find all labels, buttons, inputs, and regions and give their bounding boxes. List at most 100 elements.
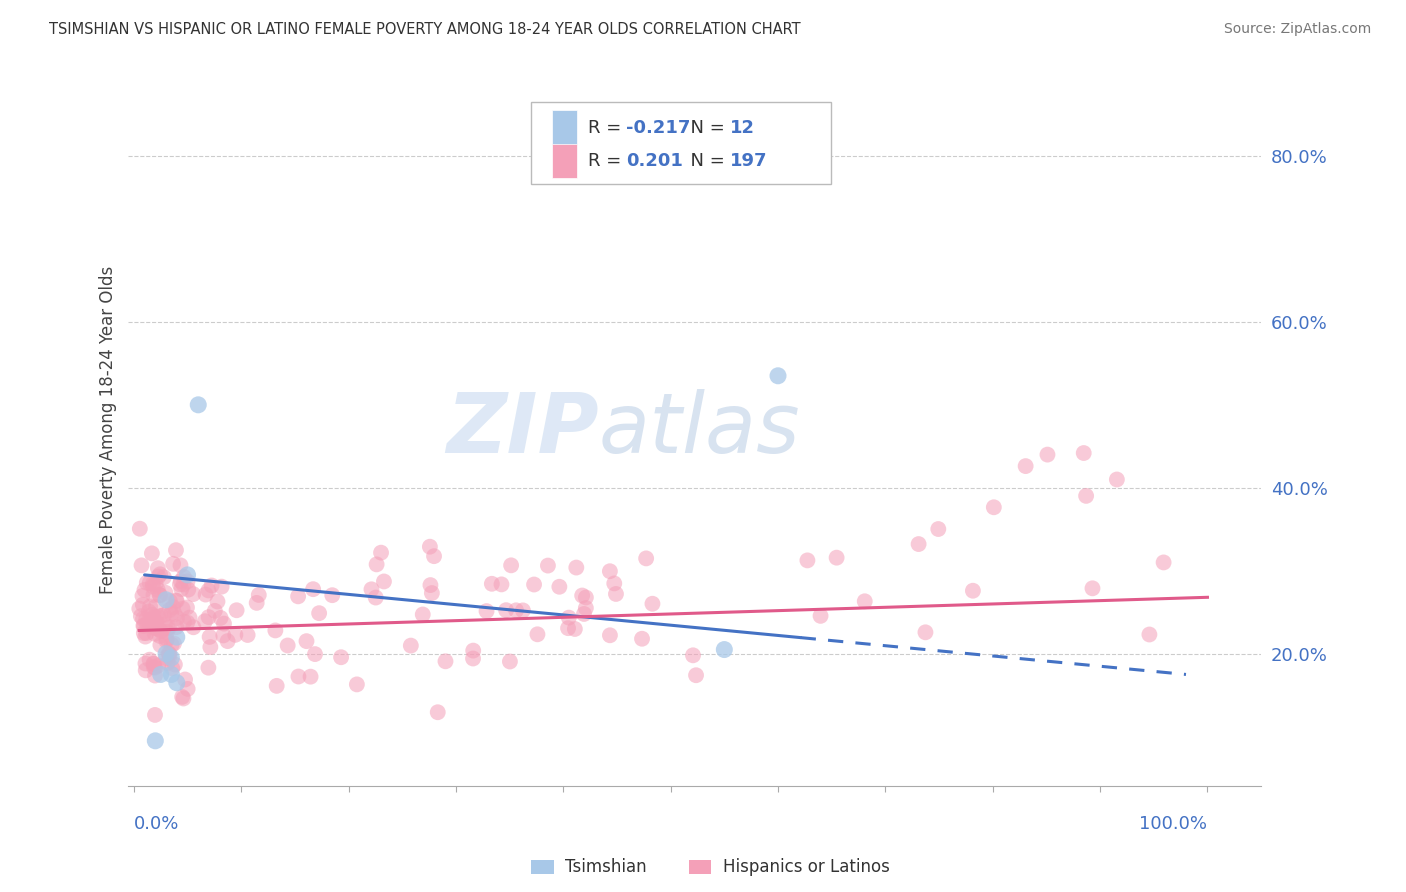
Point bbox=[364, 591, 387, 605]
Point bbox=[366, 558, 388, 572]
Point bbox=[139, 599, 162, 614]
Point bbox=[138, 576, 160, 591]
Point bbox=[200, 640, 222, 654]
Point bbox=[523, 577, 546, 591]
Point bbox=[564, 622, 586, 636]
Point bbox=[287, 590, 309, 604]
Point bbox=[321, 588, 343, 602]
Point bbox=[557, 621, 579, 635]
Point bbox=[166, 594, 188, 608]
Point bbox=[135, 664, 157, 678]
Point bbox=[246, 596, 269, 610]
Point bbox=[198, 630, 221, 644]
Point bbox=[914, 625, 936, 640]
Point bbox=[165, 543, 187, 558]
Point bbox=[149, 629, 172, 643]
Text: 12: 12 bbox=[730, 119, 755, 136]
Text: TSIMSHIAN VS HISPANIC OR LATINO FEMALE POVERTY AMONG 18-24 YEAR OLDS CORRELATION: TSIMSHIAN VS HISPANIC OR LATINO FEMALE P… bbox=[49, 22, 801, 37]
Point bbox=[183, 620, 205, 634]
Point bbox=[155, 647, 177, 661]
Point bbox=[159, 649, 181, 664]
Point bbox=[160, 651, 183, 665]
Point bbox=[145, 615, 167, 629]
Text: 0.0%: 0.0% bbox=[134, 815, 179, 833]
Point bbox=[962, 583, 984, 598]
Point bbox=[149, 667, 172, 681]
Point bbox=[426, 705, 449, 719]
Text: R =: R = bbox=[588, 119, 627, 136]
Point bbox=[211, 580, 233, 594]
Point bbox=[156, 624, 179, 639]
Point bbox=[181, 587, 204, 601]
Point bbox=[132, 619, 155, 633]
Point bbox=[134, 657, 156, 671]
Point bbox=[277, 639, 299, 653]
Point bbox=[135, 575, 157, 590]
Point bbox=[201, 578, 224, 592]
Point bbox=[141, 607, 163, 622]
Point bbox=[142, 657, 165, 671]
Point bbox=[134, 582, 156, 597]
Point bbox=[176, 574, 198, 589]
Text: 0.201: 0.201 bbox=[626, 153, 682, 170]
Point bbox=[330, 650, 353, 665]
Point bbox=[174, 673, 197, 687]
Point bbox=[1081, 582, 1104, 596]
Point bbox=[146, 582, 169, 597]
Point bbox=[399, 639, 422, 653]
Point bbox=[135, 612, 157, 626]
Point bbox=[499, 655, 522, 669]
Point bbox=[166, 630, 188, 644]
Point bbox=[149, 624, 172, 639]
Point bbox=[156, 656, 179, 670]
Point bbox=[434, 654, 457, 668]
Point bbox=[179, 610, 201, 624]
Point bbox=[266, 679, 288, 693]
Point bbox=[197, 583, 219, 598]
Text: Tsimshian: Tsimshian bbox=[565, 858, 647, 876]
Point bbox=[155, 586, 177, 600]
Point bbox=[1153, 556, 1175, 570]
Point bbox=[907, 537, 929, 551]
Point bbox=[631, 632, 654, 646]
Text: Hispanics or Latinos: Hispanics or Latinos bbox=[723, 858, 890, 876]
Point bbox=[605, 587, 627, 601]
Point bbox=[141, 546, 163, 560]
Point bbox=[159, 594, 181, 608]
Point bbox=[145, 610, 167, 624]
Text: N =: N = bbox=[679, 119, 731, 136]
Point bbox=[143, 734, 166, 748]
Point bbox=[172, 691, 194, 706]
Point bbox=[412, 607, 434, 622]
Point bbox=[209, 611, 232, 625]
Point bbox=[146, 622, 169, 636]
Point bbox=[176, 568, 198, 582]
Point bbox=[264, 624, 287, 638]
Point bbox=[360, 582, 382, 597]
Point bbox=[148, 588, 170, 602]
Point bbox=[641, 597, 664, 611]
Point bbox=[636, 551, 658, 566]
Point bbox=[512, 603, 534, 617]
Point bbox=[526, 627, 548, 641]
FancyBboxPatch shape bbox=[530, 102, 831, 184]
Point bbox=[225, 603, 247, 617]
Point bbox=[1036, 448, 1059, 462]
Point bbox=[149, 638, 172, 652]
Point bbox=[153, 607, 176, 622]
Point bbox=[177, 582, 200, 597]
Point bbox=[135, 626, 157, 640]
Point bbox=[157, 646, 180, 660]
Point bbox=[128, 601, 150, 615]
Point bbox=[134, 630, 156, 644]
Text: atlas: atlas bbox=[599, 389, 800, 470]
Point bbox=[132, 619, 155, 633]
Point bbox=[537, 558, 560, 573]
Text: ZIP: ZIP bbox=[446, 389, 599, 470]
Point bbox=[346, 677, 368, 691]
Point bbox=[155, 633, 177, 648]
Point bbox=[1105, 473, 1128, 487]
Point bbox=[162, 661, 184, 675]
Point bbox=[132, 626, 155, 640]
Point bbox=[162, 557, 184, 571]
